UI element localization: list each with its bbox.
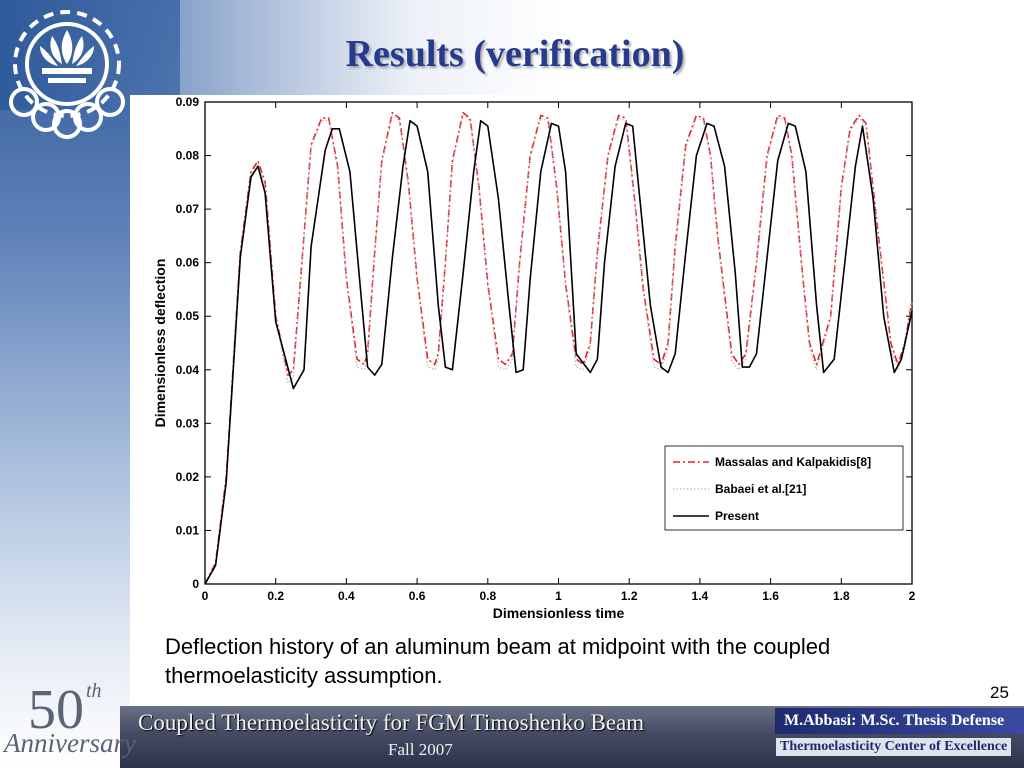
y-axis-label: Dimensionless deflection	[152, 259, 168, 428]
y-tick-label: 0.06	[176, 256, 200, 270]
x-tick-label: 0	[202, 589, 209, 603]
y-tick-label: 0.02	[176, 470, 200, 484]
y-tick-label: 0.01	[176, 523, 200, 537]
y-tick-label: 0.04	[176, 363, 200, 377]
y-tick-label: 0.09	[176, 95, 200, 109]
x-tick-label: 0.6	[409, 589, 426, 603]
footer-author-strip	[775, 708, 1024, 734]
series-line-3	[204, 119, 913, 585]
x-tick-label: 1	[555, 589, 562, 603]
anniversary-number: 50	[28, 679, 84, 741]
footer-author: M.Abbasi: M.Sc. Thesis Defense	[784, 712, 1005, 729]
x-tick-label: 1.4	[692, 589, 709, 603]
anniversary-suffix: th	[86, 680, 102, 702]
legend-entry: Massalas and Kalpakidis[8]	[715, 455, 871, 469]
legend-entry: Present	[715, 509, 759, 523]
y-tick-label: 0.07	[176, 202, 200, 216]
y-tick-label: 0	[192, 577, 199, 591]
y-tick-label: 0.05	[176, 309, 200, 323]
x-tick-label: 0.2	[267, 589, 284, 603]
figure-caption: Deflection history of an aluminum beam a…	[165, 634, 831, 688]
x-tick-label: 1.6	[762, 589, 779, 603]
university-logo-icon	[9, 10, 125, 139]
x-tick-label: 2	[909, 589, 916, 603]
x-tick-label: 0.8	[479, 589, 496, 603]
footer-center-name: Thermoelasticity Center of Excellence	[776, 738, 1012, 756]
x-tick-label: 1.8	[833, 589, 850, 603]
page-number: 25	[990, 683, 1009, 702]
deflection-chart: 0 0.2 0.4 0.6 0.8 1 1.2 1.4 1.6 1.8 2 0 0.01 0.02 0.03…	[152, 95, 916, 621]
x-tick-label: 0.4	[338, 589, 355, 603]
background-top-gradient	[0, 0, 1024, 110]
slide-title: Results (verification)	[345, 33, 685, 75]
x-tick-label: 1.2	[621, 589, 638, 603]
legend-entry: Babaei et al.[21]	[715, 482, 806, 496]
series-line-2	[204, 114, 913, 585]
anniversary-word: Anniversary	[4, 728, 136, 758]
footer-title: Coupled Thermoelasticity for FGM Timoshe…	[138, 710, 645, 735]
x-axis-label: Dimensionless time	[493, 605, 625, 621]
footer-date: Fall 2007	[388, 740, 453, 759]
y-tick-label: 0.08	[176, 149, 200, 163]
y-tick-label: 0.03	[176, 416, 200, 430]
